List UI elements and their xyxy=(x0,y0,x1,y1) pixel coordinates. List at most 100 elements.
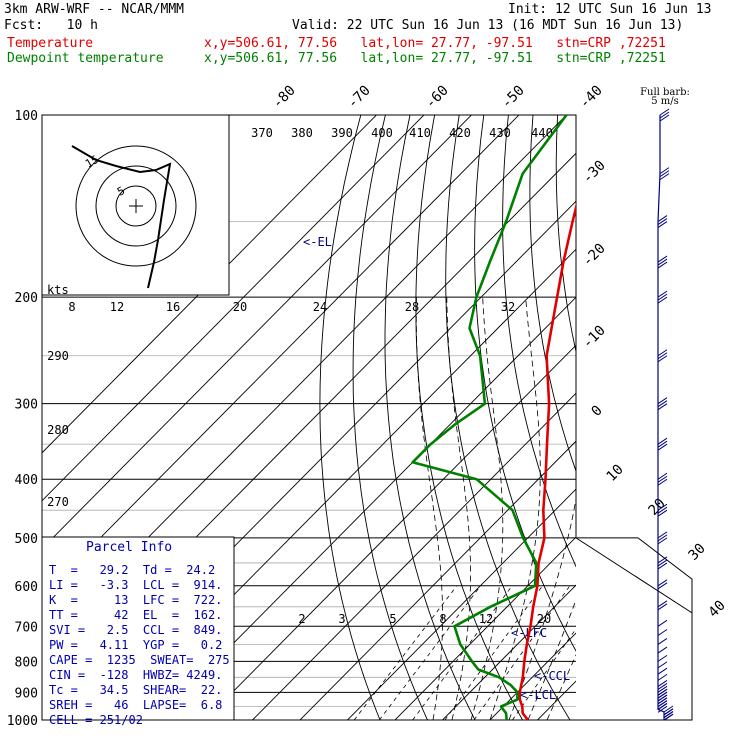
moist-adiabat-label: 20 xyxy=(537,612,551,626)
isotherm-line xyxy=(156,296,576,720)
dry-adiabat-line xyxy=(445,115,571,720)
wind-barb xyxy=(657,673,668,681)
init-time: Init: 12 UTC Sun 16 Jun 13 xyxy=(508,2,712,17)
wind-barb xyxy=(657,556,668,570)
pressure-tick-label: 100 xyxy=(15,109,38,124)
parcel-row: TT = 42 EL = 162. xyxy=(49,608,223,622)
parcel-row: SVI = 2.5 CCL = 849. xyxy=(49,623,223,637)
parcel-row: K = 13 LFC = 722. xyxy=(49,593,223,607)
moist-adiabat-label: 5 xyxy=(389,612,396,626)
isotherm-label: -40 xyxy=(577,83,606,112)
moist-adiabat-label: 12 xyxy=(110,300,124,314)
lcl-marker: <-LCL xyxy=(520,688,556,702)
wind-barb xyxy=(657,629,668,636)
wind-barb xyxy=(657,661,668,669)
moist-adiabat-line xyxy=(489,297,541,720)
moist-adiabat-label: 12 xyxy=(479,612,493,626)
diagram-border xyxy=(41,114,693,721)
valid-time: Valid: 22 UTC Sun 16 Jun 13 (16 MDT Sun … xyxy=(292,18,684,33)
barb-legend-value: 5 m/s xyxy=(651,96,679,107)
dry-adiabat-line xyxy=(352,115,428,720)
dry-adiabat-line xyxy=(681,115,740,733)
pressure-tick-label: 200 xyxy=(15,291,38,306)
wind-barb xyxy=(657,255,668,269)
mixing-ratio-line xyxy=(512,628,576,720)
isotherm-line xyxy=(204,344,576,720)
parcel-info-box xyxy=(41,536,235,721)
theta-label: 290 xyxy=(47,349,69,363)
moist-adiabat-label: 20 xyxy=(233,300,247,314)
dry-adiabat-line xyxy=(555,115,576,354)
wind-barb xyxy=(657,637,668,645)
wind-barb xyxy=(657,654,668,662)
parcel-row: LI = -3.3 LCL = 914. xyxy=(49,578,223,592)
wind-barb xyxy=(657,685,668,696)
isotherm-label: -70 xyxy=(345,83,374,112)
wind-barb xyxy=(663,705,674,716)
wind-barb xyxy=(657,619,668,627)
isotherm-label: 10 xyxy=(604,462,627,485)
pressure-tick-label: 700 xyxy=(15,620,38,635)
dry-adiabat-line xyxy=(607,115,740,733)
dry-adiabat-line xyxy=(582,115,740,733)
diagram-border xyxy=(575,537,693,614)
dry-adiabat-line xyxy=(319,115,381,720)
dry-adiabat-line xyxy=(730,115,740,733)
moist-adiabat-label: 24 xyxy=(313,300,327,314)
parcel-row: CELL = 251/02 xyxy=(49,713,143,727)
isotherm-line xyxy=(394,536,576,720)
parcel-row: SREH = 46 LAPSE= 6.8 xyxy=(49,698,223,712)
dewpoint-station-info: x,y=506.61, 77.56 lat,lon= 27.77, -97.51… xyxy=(204,51,666,66)
moist-adiabat-label: 8 xyxy=(68,300,75,314)
isotherm-line xyxy=(42,115,378,454)
isotherm-line xyxy=(346,488,576,720)
legend-temperature: Temperature xyxy=(7,36,94,51)
isotherm-line xyxy=(251,392,576,720)
isotherm-label: -50 xyxy=(499,83,528,112)
isotherm-line xyxy=(42,115,520,598)
moist-adiabat-label: 16 xyxy=(166,300,180,314)
parcel-row: CIN = -128 HWBZ= 4249. xyxy=(49,668,223,682)
theta-label: 440 xyxy=(531,126,553,140)
wind-barb xyxy=(657,531,668,545)
moist-adiabat-label: 3 xyxy=(338,612,345,626)
theta-label: 390 xyxy=(331,126,353,140)
dry-adiabat-line xyxy=(502,115,576,568)
wind-barb xyxy=(657,472,668,486)
wind-barb xyxy=(657,290,668,304)
theta-label: 370 xyxy=(251,126,273,140)
pressure-tick-label: 800 xyxy=(15,655,38,670)
theta-label: 420 xyxy=(449,126,471,140)
dry-adiabat-line xyxy=(631,115,740,733)
theta-label: 380 xyxy=(291,126,313,140)
pressure-tick-label: 500 xyxy=(15,532,38,547)
mixing-ratio-line xyxy=(473,585,571,720)
isotherm-label: 40 xyxy=(706,598,729,621)
barb-legend-title: Full barb: xyxy=(640,87,690,98)
isotherm-label: 0 xyxy=(589,403,606,420)
dry-adiabat-line xyxy=(705,115,740,733)
moist-adiabat-line xyxy=(546,654,576,720)
pressure-tick-label: 300 xyxy=(15,398,38,413)
pressure-tick-label: 400 xyxy=(15,473,38,488)
dewpoint-profile xyxy=(411,115,568,720)
pressure-tick-label: 1000 xyxy=(7,714,38,729)
wind-barb xyxy=(657,397,668,411)
moist-adiabat-line xyxy=(527,598,576,720)
hodograph-units-label: kts xyxy=(47,283,69,297)
theta-label: 430 xyxy=(489,126,511,140)
wind-barb xyxy=(657,437,668,451)
theta-label: 410 xyxy=(409,126,431,140)
dry-adiabat-line xyxy=(474,115,576,652)
isotherm-label: 30 xyxy=(686,541,709,564)
temperature-station-info: x,y=506.61, 77.56 lat,lon= 27.77, -97.51… xyxy=(204,36,666,51)
theta-label: 280 xyxy=(47,423,69,437)
hodograph-trace xyxy=(71,145,172,289)
isotherm-line xyxy=(620,102,740,733)
moist-adiabat-line xyxy=(470,297,504,720)
theta-label: 400 xyxy=(371,126,393,140)
parcel-row: PW = 4.11 YGP = 0.2 xyxy=(49,638,223,652)
mixing-ratio-line xyxy=(412,585,513,720)
isotherm-line xyxy=(42,115,425,502)
